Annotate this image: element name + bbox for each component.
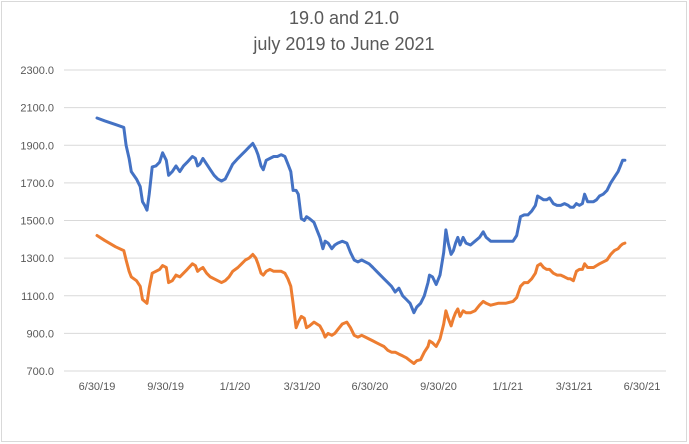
x-tick-label: 9/30/19: [147, 381, 184, 393]
y-tick-label: 2100.0: [20, 103, 54, 115]
chart-title: 19.0 and 21.0: [289, 8, 399, 28]
x-tick-label: 6/30/21: [624, 381, 661, 393]
y-tick-label: 1900.0: [20, 140, 54, 152]
y-tick-label: 900.0: [26, 328, 54, 340]
x-tick-label: 3/31/20: [284, 381, 321, 393]
gridlines: [64, 69, 666, 372]
y-tick-label: 1500.0: [20, 216, 54, 228]
series-line-2: [95, 234, 627, 365]
x-tick-label: 3/31/21: [556, 381, 593, 393]
x-axis: 6/30/19 9/30/19 1/1/20 3/31/20 6/30/20 9/30/2…: [79, 381, 661, 393]
y-tick-label: 700.0: [26, 366, 54, 378]
x-tick-label: 1/1/21: [493, 381, 524, 393]
x-tick-label: 9/30/20: [420, 381, 457, 393]
x-tick-label: 6/30/19: [79, 381, 116, 393]
x-tick-label: 6/30/20: [352, 381, 389, 393]
chart-subtitle: july 2019 to June 2021: [252, 34, 434, 54]
y-tick-label: 2300.0: [20, 65, 54, 77]
y-tick-label: 1100.0: [21, 291, 54, 303]
y-axis: 700.0 900.0 1100.0 1300.0 1500.0 1700.0 1900.0…: [20, 65, 54, 378]
y-tick-label: 1700.0: [20, 178, 54, 190]
x-tick-label: 1/1/20: [220, 381, 251, 393]
series-line-1: [95, 116, 627, 315]
y-tick-label: 1300.0: [20, 253, 54, 265]
series-lines: [95, 116, 627, 365]
